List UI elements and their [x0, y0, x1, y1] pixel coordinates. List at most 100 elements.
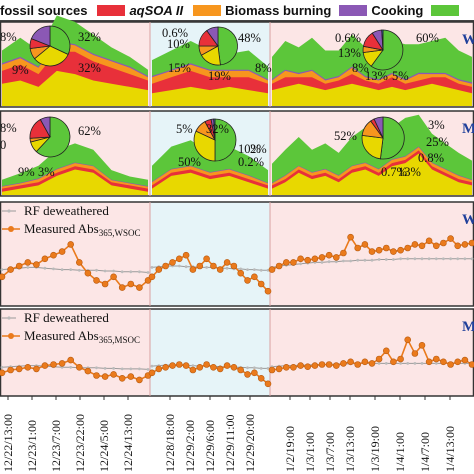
measured-point — [361, 358, 369, 366]
rf-point — [434, 362, 438, 365]
measured-point — [58, 360, 66, 367]
pie-label: 0.8% — [418, 151, 444, 165]
measured-point — [461, 356, 469, 364]
panel-tag: W — [462, 212, 474, 228]
rf-point — [327, 260, 331, 264]
rf-point — [138, 270, 141, 274]
measured-point — [24, 259, 32, 266]
rf-point — [377, 258, 381, 261]
measured-point — [169, 259, 176, 266]
measured-point — [67, 356, 74, 364]
rf-point — [138, 367, 141, 371]
pie-label: 32% — [206, 122, 229, 136]
rf-point — [95, 268, 98, 272]
rf-point — [427, 257, 431, 261]
measured-point — [332, 254, 340, 261]
x-tick-label: 12/29/20:00 — [243, 414, 257, 472]
pie-label: 15% — [168, 61, 191, 75]
pie-label: 13% — [365, 69, 388, 83]
rf-point — [120, 367, 124, 371]
rf-point — [384, 362, 388, 365]
measured-point — [447, 235, 454, 242]
x-tick-label: 1/3/1:00 — [303, 432, 317, 472]
measured-point — [425, 237, 433, 245]
rf-point — [399, 362, 402, 365]
measured-point — [440, 239, 447, 247]
measured-point — [237, 269, 244, 277]
legend-rf-label: RF deweathered — [24, 203, 109, 218]
rf-point — [0, 365, 4, 369]
measured-point — [375, 246, 383, 254]
measured-point — [304, 363, 312, 371]
measured-point — [257, 280, 265, 288]
pie-slice — [379, 116, 405, 160]
measured-point — [304, 256, 312, 264]
measured-point — [118, 284, 126, 291]
rf-point — [406, 362, 410, 365]
measured-point — [382, 347, 390, 355]
pie-label: 10% — [167, 37, 190, 51]
measured-point — [368, 248, 376, 255]
rf-point — [69, 365, 73, 369]
pie-slice — [30, 25, 51, 47]
measured-point — [182, 362, 190, 369]
measured-point — [390, 248, 397, 255]
measured-point — [189, 366, 197, 374]
pie-slice — [34, 45, 69, 67]
pie-label: 10% — [238, 142, 261, 156]
rf-point — [43, 266, 47, 270]
measured-point — [155, 365, 163, 373]
measured-point — [368, 360, 376, 367]
pie-label: 8% — [0, 121, 17, 135]
x-tick-label: 12/29/6:00 — [203, 420, 217, 472]
area-layer-fossil-sources — [152, 172, 268, 195]
measured-point — [340, 360, 347, 367]
measured-point — [189, 266, 197, 273]
rf-point — [356, 258, 360, 262]
measured-point — [275, 365, 283, 373]
rf-point — [413, 257, 417, 261]
rf-point — [95, 366, 98, 370]
rf-point — [191, 364, 195, 367]
measured-point — [311, 255, 319, 263]
measured-point — [347, 358, 354, 366]
measured-point — [404, 336, 412, 344]
rf-point — [363, 258, 367, 262]
measured-point — [251, 273, 258, 281]
legend-swatch-cooking — [339, 4, 368, 16]
pie-label: 0.7% — [381, 165, 407, 179]
measured-point — [230, 363, 238, 371]
measured-point — [257, 374, 265, 382]
measured-point — [203, 361, 210, 368]
legend-swatch-biomass — [193, 4, 222, 16]
pie-label: 0.6% — [335, 31, 361, 45]
pie-row2-b — [193, 118, 237, 162]
pie-label: 25% — [426, 135, 449, 149]
measured-point — [196, 262, 204, 270]
measured-point — [244, 371, 251, 378]
measured-point — [375, 355, 383, 363]
measured-point — [148, 273, 156, 281]
x-tick-label: 12/29/2:00 — [183, 420, 197, 472]
period-background — [150, 202, 270, 306]
rf-point — [420, 257, 424, 261]
pie-slice — [213, 118, 216, 141]
pie-slice — [214, 118, 237, 162]
measured-point — [468, 239, 474, 247]
legend-label-biomass: Biomass burning — [225, 2, 332, 18]
measured-point — [216, 266, 224, 273]
x-tick-label: 12/24/5:00 — [97, 420, 111, 472]
measured-point — [127, 373, 135, 380]
rf-point — [406, 257, 410, 261]
legend-rf-marker — [7, 209, 11, 213]
measured-point — [24, 363, 32, 371]
panel-tag: M — [462, 319, 474, 335]
period-background — [270, 309, 474, 396]
pie-row1-c — [362, 29, 404, 71]
measured-point — [93, 277, 100, 284]
pie-label: 32% — [78, 61, 101, 75]
measured-point — [84, 269, 92, 277]
rf-point — [420, 362, 424, 365]
rf-point — [370, 258, 374, 262]
